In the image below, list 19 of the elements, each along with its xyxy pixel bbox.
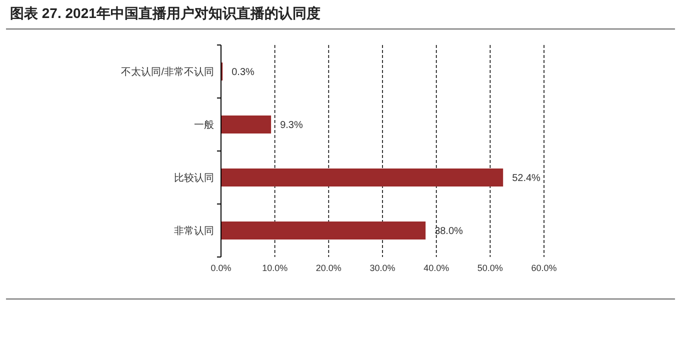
y-tick-label: 比较认同 xyxy=(174,172,214,184)
x-tick-label: 0.0% xyxy=(210,263,232,273)
x-tick-label: 20.0% xyxy=(316,263,342,273)
bar xyxy=(221,116,272,134)
data-label: 0.3% xyxy=(232,67,255,78)
data-label: 9.3% xyxy=(280,120,303,131)
x-tick-label: 10.0% xyxy=(262,263,288,273)
y-tick-label: 一般 xyxy=(194,120,214,131)
data-label: 38.0% xyxy=(434,226,464,237)
x-tick-label: 50.0% xyxy=(477,263,503,273)
data-label: 52.4% xyxy=(512,173,541,184)
x-tick-label: 40.0% xyxy=(424,263,450,273)
x-tick-label: 30.0% xyxy=(370,263,396,273)
y-tick-label: 非常认同 xyxy=(174,225,214,237)
x-tick-label: 60.0% xyxy=(531,263,557,273)
chart-title: 图表 27. 2021年中国直播用户对知识直播的认同度 xyxy=(10,5,320,21)
bar xyxy=(221,222,426,240)
y-tick-label: 不太认同/非常不认同 xyxy=(121,66,214,78)
bar xyxy=(221,168,504,186)
